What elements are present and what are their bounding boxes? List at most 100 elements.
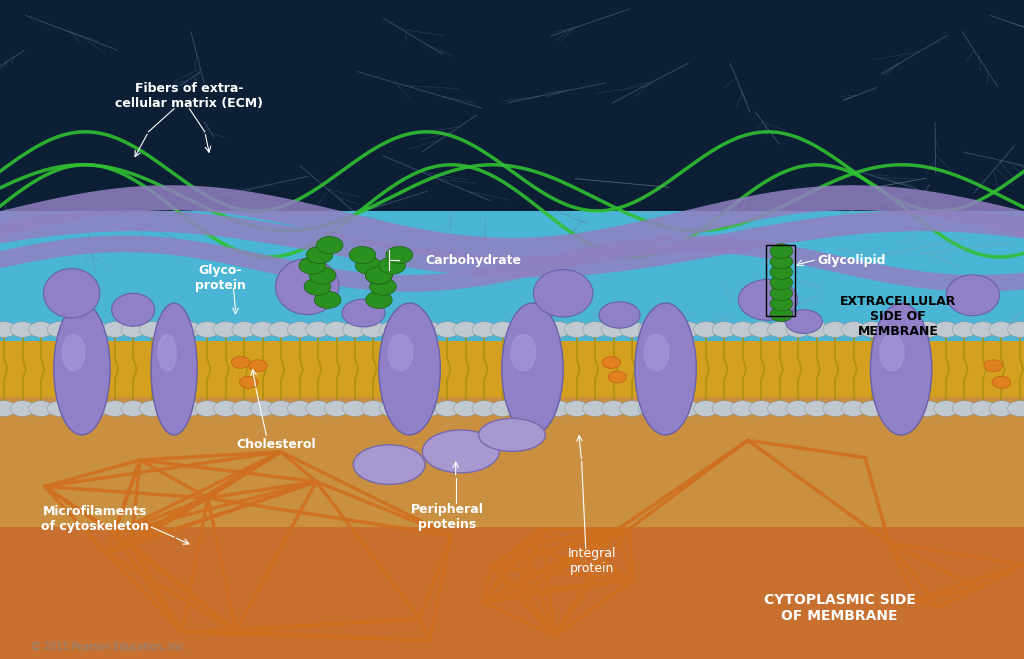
Circle shape (288, 322, 312, 337)
Circle shape (435, 401, 460, 416)
Circle shape (823, 401, 848, 416)
Circle shape (620, 401, 644, 416)
Circle shape (158, 322, 182, 337)
Circle shape (380, 401, 404, 416)
Ellipse shape (342, 299, 385, 327)
Circle shape (693, 322, 718, 337)
Circle shape (472, 322, 497, 337)
Circle shape (805, 322, 829, 337)
Circle shape (860, 322, 885, 337)
Circle shape (240, 376, 258, 388)
Circle shape (527, 401, 552, 416)
Text: Glycolipid: Glycolipid (817, 254, 886, 267)
Circle shape (971, 401, 995, 416)
Circle shape (47, 322, 72, 337)
Circle shape (454, 401, 478, 416)
Ellipse shape (479, 418, 545, 451)
Text: CYTOPLASMIC SIDE
OF MEMBRANE: CYTOPLASMIC SIDE OF MEMBRANE (764, 593, 915, 623)
Text: Microfilaments
of cytoskeleton: Microfilaments of cytoskeleton (41, 505, 150, 533)
Circle shape (472, 401, 497, 416)
Ellipse shape (870, 303, 932, 435)
Circle shape (730, 401, 755, 416)
Circle shape (786, 322, 811, 337)
Circle shape (749, 322, 773, 337)
Ellipse shape (534, 270, 593, 317)
Circle shape (608, 371, 627, 383)
Ellipse shape (502, 303, 563, 435)
Circle shape (989, 401, 1014, 416)
Circle shape (398, 401, 423, 416)
Circle shape (10, 322, 35, 337)
Circle shape (805, 401, 829, 416)
Circle shape (417, 322, 441, 337)
Circle shape (768, 401, 793, 416)
Text: Glyco-
protein: Glyco- protein (195, 264, 246, 292)
Bar (0, 211, 1024, 409)
Circle shape (366, 267, 392, 284)
Circle shape (952, 322, 977, 337)
Ellipse shape (62, 334, 85, 370)
Circle shape (314, 291, 341, 308)
Circle shape (860, 401, 885, 416)
Circle shape (386, 246, 413, 264)
Circle shape (349, 246, 376, 264)
Circle shape (84, 322, 109, 337)
Circle shape (583, 322, 607, 337)
Circle shape (370, 278, 396, 295)
Text: Peripheral
proteins: Peripheral proteins (411, 503, 484, 531)
Circle shape (231, 322, 256, 337)
Text: © 2011 Pearson Education, Inc.: © 2011 Pearson Education, Inc. (31, 643, 185, 652)
Circle shape (195, 401, 219, 416)
Circle shape (602, 357, 621, 368)
Circle shape (952, 401, 977, 416)
Circle shape (366, 267, 392, 284)
Circle shape (989, 322, 1014, 337)
Ellipse shape (599, 302, 640, 328)
Ellipse shape (946, 275, 999, 316)
Circle shape (730, 322, 755, 337)
Circle shape (971, 322, 995, 337)
Circle shape (712, 401, 736, 416)
Bar (766, 245, 795, 316)
Circle shape (786, 401, 811, 416)
Circle shape (380, 322, 404, 337)
Circle shape (583, 401, 607, 416)
Circle shape (693, 401, 718, 416)
Circle shape (768, 322, 793, 337)
Circle shape (139, 322, 164, 337)
Circle shape (934, 401, 958, 416)
Circle shape (176, 401, 201, 416)
Circle shape (366, 267, 392, 284)
Circle shape (269, 322, 294, 337)
Circle shape (879, 322, 903, 337)
Circle shape (454, 322, 478, 337)
Circle shape (306, 401, 331, 416)
Circle shape (343, 401, 368, 416)
Circle shape (29, 322, 53, 337)
Ellipse shape (379, 303, 440, 435)
Circle shape (842, 401, 866, 416)
Circle shape (195, 322, 219, 337)
Ellipse shape (275, 259, 339, 315)
Circle shape (325, 401, 349, 416)
Ellipse shape (152, 303, 197, 435)
Circle shape (306, 246, 333, 264)
Circle shape (102, 322, 127, 337)
Circle shape (158, 401, 182, 416)
Circle shape (66, 322, 90, 337)
Ellipse shape (880, 334, 904, 370)
Circle shape (770, 307, 793, 322)
Circle shape (564, 322, 589, 337)
Bar (0, 0, 1024, 250)
Circle shape (84, 401, 109, 416)
Circle shape (361, 322, 386, 337)
Circle shape (269, 401, 294, 416)
Bar (0, 341, 1024, 397)
Circle shape (0, 401, 16, 416)
Circle shape (564, 401, 589, 416)
Circle shape (897, 401, 922, 416)
Circle shape (770, 244, 793, 258)
Circle shape (934, 322, 958, 337)
Circle shape (620, 322, 644, 337)
Circle shape (231, 357, 250, 368)
